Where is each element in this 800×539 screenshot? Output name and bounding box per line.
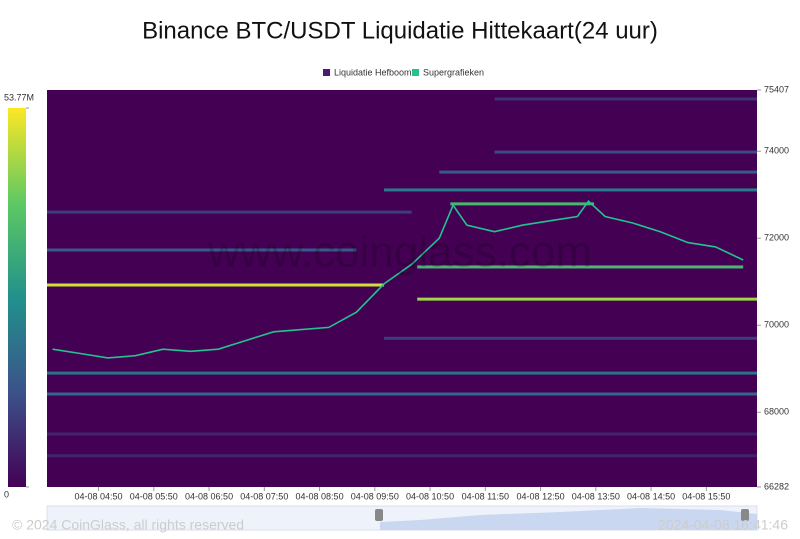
- liquidation-level: [417, 265, 744, 269]
- liquidation-level: [384, 336, 757, 340]
- liquidation-level: [47, 371, 757, 375]
- liquidation-level: [47, 248, 357, 252]
- y-tick-label: 68000: [764, 407, 789, 417]
- legend-label: Supergrafieken: [423, 67, 484, 77]
- x-tick-label: 04-08 06:50: [185, 491, 233, 501]
- y-tick-label: 75407: [764, 84, 789, 94]
- colorbar-label: 53.77M: [4, 92, 34, 102]
- liquidation-level: [384, 188, 757, 192]
- x-tick-label: 04-08 14:50: [627, 491, 675, 501]
- liquidation-level: [47, 432, 757, 436]
- watermark: www.coinglass.com: [207, 228, 592, 277]
- x-tick-label: 04-08 04:50: [75, 491, 123, 501]
- liquidation-level: [439, 170, 757, 174]
- levels: [47, 97, 757, 458]
- y-tick-label: 66282: [764, 481, 789, 491]
- footer-timestamp: 2024-04-08 16:41:46: [658, 517, 788, 533]
- liquidation-level: [494, 97, 757, 101]
- x-tick-label: 04-08 15:50: [682, 491, 730, 501]
- legend: Liquidatie Hefboom Supergrafieken: [323, 67, 484, 77]
- legend-label: Liquidatie Hefboom: [334, 67, 412, 77]
- liquidation-level: [47, 283, 385, 287]
- slider-handle[interactable]: [375, 509, 383, 521]
- colorbar: [8, 108, 26, 487]
- price-line: [52, 200, 744, 359]
- x-tick-label: 04-08 07:50: [240, 491, 288, 501]
- x-tick-label: 04-08 09:50: [351, 491, 399, 501]
- slider-handle[interactable]: [741, 509, 749, 521]
- y-tick-label: 72000: [764, 233, 789, 243]
- liquidation-level: [417, 297, 757, 301]
- x-tick-label: 04-08 12:50: [517, 491, 565, 501]
- y-tick-label: 70000: [764, 320, 789, 330]
- liquidation-level: [47, 210, 412, 214]
- x-tick-label: 04-08 10:50: [406, 491, 454, 501]
- x-tick-label: 04-08 13:50: [572, 491, 620, 501]
- plot-background: [47, 90, 757, 487]
- x-tick-label: 04-08 11:50: [462, 491, 509, 501]
- liquidation-level: [47, 392, 757, 396]
- x-tick-label: 04-08 05:50: [130, 491, 178, 501]
- liquidation-level: [450, 202, 595, 206]
- legend-swatch: [412, 69, 419, 76]
- liquidation-level: [494, 150, 757, 154]
- legend-swatch: [323, 69, 330, 76]
- liquidation-level: [47, 454, 757, 458]
- slider-preview: [380, 508, 757, 530]
- axes: 66282 68000 70000 72000 74000 75407 04-08 04:5…: [4, 84, 789, 501]
- x-tick-label: 04-08 08:50: [296, 491, 344, 501]
- footer-copyright: © 2024 CoinGlass, all rights reserved: [12, 517, 244, 533]
- colorbar-label: 0: [4, 489, 9, 499]
- y-tick-label: 74000: [764, 146, 789, 156]
- chart-title: Binance BTC/USDT Liquidatie Hittekaart(2…: [142, 17, 658, 44]
